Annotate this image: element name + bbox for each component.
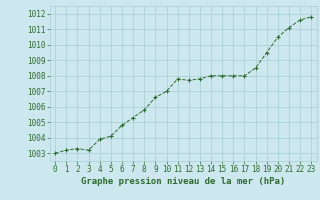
X-axis label: Graphe pression niveau de la mer (hPa): Graphe pression niveau de la mer (hPa) xyxy=(81,177,285,186)
